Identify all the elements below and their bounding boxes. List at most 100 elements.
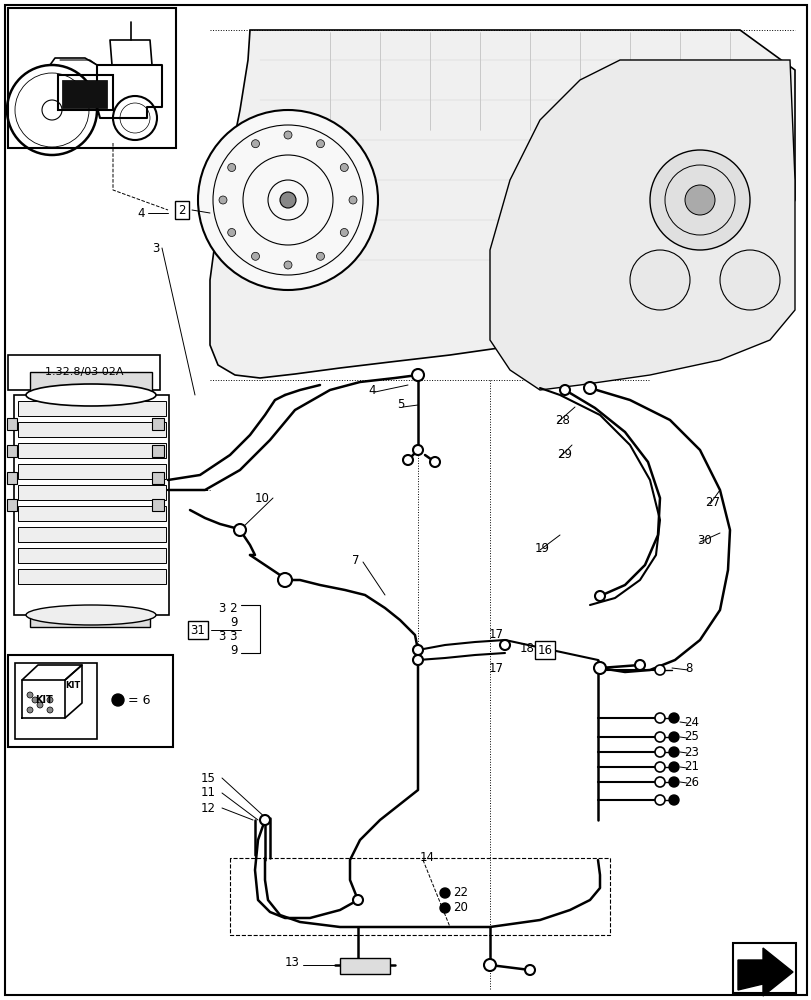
Bar (7, 499, 17, 511)
Text: 10: 10 (255, 491, 270, 504)
Circle shape (668, 795, 678, 805)
Text: 21: 21 (683, 760, 698, 774)
Bar (152, 499, 164, 511)
Circle shape (284, 131, 292, 139)
Circle shape (32, 697, 38, 703)
Circle shape (629, 250, 689, 310)
Circle shape (251, 140, 260, 148)
Circle shape (198, 110, 378, 290)
Circle shape (525, 965, 534, 975)
Text: 8: 8 (684, 662, 692, 674)
Circle shape (27, 692, 33, 698)
Text: 19: 19 (534, 542, 549, 554)
Circle shape (37, 702, 43, 708)
Text: 3: 3 (152, 241, 160, 254)
Bar (732, 943, 795, 993)
Circle shape (47, 707, 53, 713)
Text: 11: 11 (201, 786, 216, 799)
Circle shape (112, 694, 124, 706)
Text: 25: 25 (683, 730, 698, 743)
Circle shape (560, 385, 569, 395)
Circle shape (668, 762, 678, 772)
Circle shape (280, 192, 296, 208)
Text: 20: 20 (453, 901, 467, 914)
Text: 2: 2 (178, 204, 186, 217)
Bar (8, 655, 173, 747)
Circle shape (668, 732, 678, 742)
Circle shape (668, 713, 678, 723)
Text: 23: 23 (683, 745, 698, 758)
Circle shape (227, 229, 235, 236)
Circle shape (413, 445, 423, 455)
Text: 14: 14 (419, 851, 435, 864)
Bar (7, 472, 17, 484)
Circle shape (654, 713, 664, 723)
Circle shape (316, 140, 324, 148)
Polygon shape (210, 30, 794, 378)
Bar (14, 395, 169, 615)
Text: 18: 18 (519, 642, 534, 654)
Circle shape (411, 369, 423, 381)
Ellipse shape (26, 384, 156, 406)
Bar (7, 445, 17, 457)
Bar (18, 548, 165, 563)
Bar (18, 401, 165, 416)
Circle shape (654, 665, 664, 675)
Bar (62, 80, 107, 108)
Circle shape (668, 777, 678, 787)
Bar (30, 612, 150, 627)
Text: 4: 4 (137, 207, 145, 220)
Circle shape (47, 697, 53, 703)
Bar (18, 485, 165, 500)
Text: 3 3: 3 3 (219, 630, 238, 642)
Circle shape (284, 261, 292, 269)
Bar (18, 527, 165, 542)
Polygon shape (489, 60, 794, 390)
Text: 4: 4 (367, 383, 375, 396)
Text: 26: 26 (683, 776, 698, 788)
Circle shape (594, 591, 604, 601)
Circle shape (413, 655, 423, 665)
Circle shape (251, 252, 260, 260)
Text: 29: 29 (556, 448, 571, 462)
Text: 27: 27 (704, 495, 719, 508)
Bar (8, 355, 160, 390)
Circle shape (719, 250, 779, 310)
Bar (58, 75, 113, 110)
Circle shape (340, 229, 348, 236)
Circle shape (219, 196, 227, 204)
Circle shape (634, 660, 644, 670)
Text: 9: 9 (230, 644, 238, 656)
Bar (30, 372, 152, 397)
Circle shape (440, 903, 449, 913)
Circle shape (654, 795, 664, 805)
Text: 5: 5 (397, 398, 404, 412)
Circle shape (349, 196, 357, 204)
Text: 9: 9 (230, 615, 238, 628)
Text: 22: 22 (453, 886, 467, 900)
Text: 3 2: 3 2 (219, 601, 238, 614)
Circle shape (402, 455, 413, 465)
Circle shape (27, 707, 33, 713)
Text: 1.32.8/03 02A: 1.32.8/03 02A (45, 367, 123, 377)
Text: KIT: KIT (35, 695, 53, 705)
Circle shape (340, 164, 348, 172)
Ellipse shape (26, 605, 156, 625)
Circle shape (277, 573, 292, 587)
Text: 17: 17 (488, 628, 504, 640)
Circle shape (430, 457, 440, 467)
Circle shape (483, 959, 496, 971)
Circle shape (668, 747, 678, 757)
Text: 31: 31 (191, 624, 205, 636)
Bar (18, 422, 165, 437)
Bar (152, 445, 164, 457)
Bar (8, 8, 176, 148)
Bar (340, 958, 389, 974)
Circle shape (353, 895, 363, 905)
Circle shape (227, 164, 235, 172)
Bar (152, 472, 164, 484)
Text: 24: 24 (683, 715, 698, 728)
Bar (18, 506, 165, 521)
Circle shape (234, 524, 246, 536)
Circle shape (654, 747, 664, 757)
